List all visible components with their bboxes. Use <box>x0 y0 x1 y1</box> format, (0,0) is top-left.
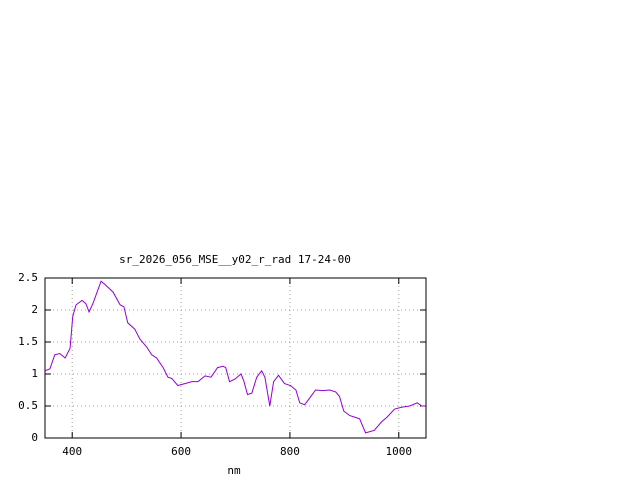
x-tick-label: 600 <box>171 445 191 458</box>
y-tick-label: 0 <box>31 431 38 444</box>
plot-border <box>44 277 427 439</box>
chart-title: sr_2026_056_MSE__y02_r_rad 17-24-00 <box>119 253 351 266</box>
y-tick-label: 1.5 <box>18 335 38 348</box>
y-tick-label: 0.5 <box>18 399 38 412</box>
y-tick-label: 2.5 <box>18 271 38 284</box>
data-line <box>44 280 426 434</box>
x-tick-label: 400 <box>62 445 82 458</box>
y-tick-label: 1 <box>31 367 38 380</box>
x-tick-label: 800 <box>280 445 300 458</box>
x-axis-label: nm <box>227 464 241 477</box>
x-tick-label: 1000 <box>386 445 413 458</box>
y-tick-label: 2 <box>31 303 38 316</box>
